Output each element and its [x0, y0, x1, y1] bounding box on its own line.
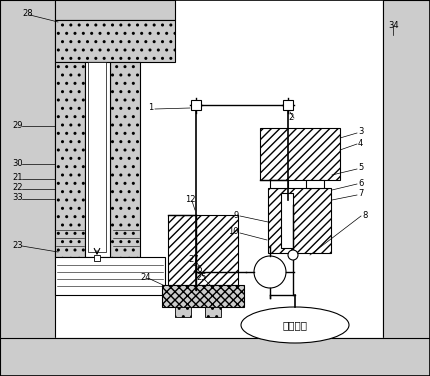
- Text: 24: 24: [140, 273, 150, 282]
- Text: 4: 4: [358, 138, 363, 147]
- Text: 25: 25: [196, 273, 206, 282]
- Bar: [268, 188, 331, 253]
- Text: 27: 27: [188, 256, 199, 264]
- Ellipse shape: [241, 307, 349, 343]
- Text: 8: 8: [362, 211, 367, 220]
- Bar: [0, 338, 430, 376]
- Bar: [94, 255, 100, 261]
- Bar: [55, 62, 85, 257]
- Circle shape: [288, 250, 298, 260]
- Bar: [55, 0, 175, 20]
- Text: 22: 22: [12, 183, 22, 193]
- Bar: [168, 215, 238, 285]
- Bar: [55, 257, 165, 295]
- Text: 6: 6: [358, 179, 363, 188]
- Text: 10: 10: [228, 227, 239, 237]
- Bar: [270, 180, 288, 188]
- Text: 7: 7: [358, 190, 363, 199]
- Bar: [205, 307, 221, 317]
- Text: 3: 3: [358, 127, 363, 136]
- Text: 33: 33: [12, 194, 23, 203]
- Text: 1: 1: [148, 103, 153, 112]
- Bar: [191, 100, 201, 110]
- Text: 34: 34: [388, 21, 399, 29]
- Bar: [306, 180, 324, 188]
- Bar: [162, 285, 244, 307]
- Bar: [85, 62, 110, 257]
- Bar: [0, 0, 55, 376]
- Text: 29: 29: [12, 120, 22, 129]
- Bar: [88, 62, 106, 252]
- Text: 5: 5: [358, 164, 363, 173]
- Bar: [175, 307, 191, 317]
- Bar: [55, 0, 175, 20]
- Text: 9: 9: [233, 211, 238, 220]
- Bar: [281, 193, 293, 248]
- Bar: [0, 0, 55, 376]
- Bar: [283, 100, 293, 110]
- Bar: [55, 20, 175, 62]
- Text: 28: 28: [22, 9, 33, 18]
- Text: 30: 30: [12, 159, 23, 167]
- Text: 2: 2: [288, 112, 293, 121]
- Text: 21: 21: [12, 173, 22, 182]
- Text: 26: 26: [192, 265, 203, 274]
- Text: 压缩空气: 压缩空气: [283, 320, 307, 330]
- Bar: [383, 0, 430, 376]
- Bar: [260, 128, 340, 180]
- Circle shape: [254, 256, 286, 288]
- Bar: [0, 338, 430, 376]
- Text: 23: 23: [12, 241, 23, 250]
- Bar: [383, 0, 430, 376]
- Bar: [110, 62, 140, 257]
- Text: 12: 12: [185, 196, 196, 205]
